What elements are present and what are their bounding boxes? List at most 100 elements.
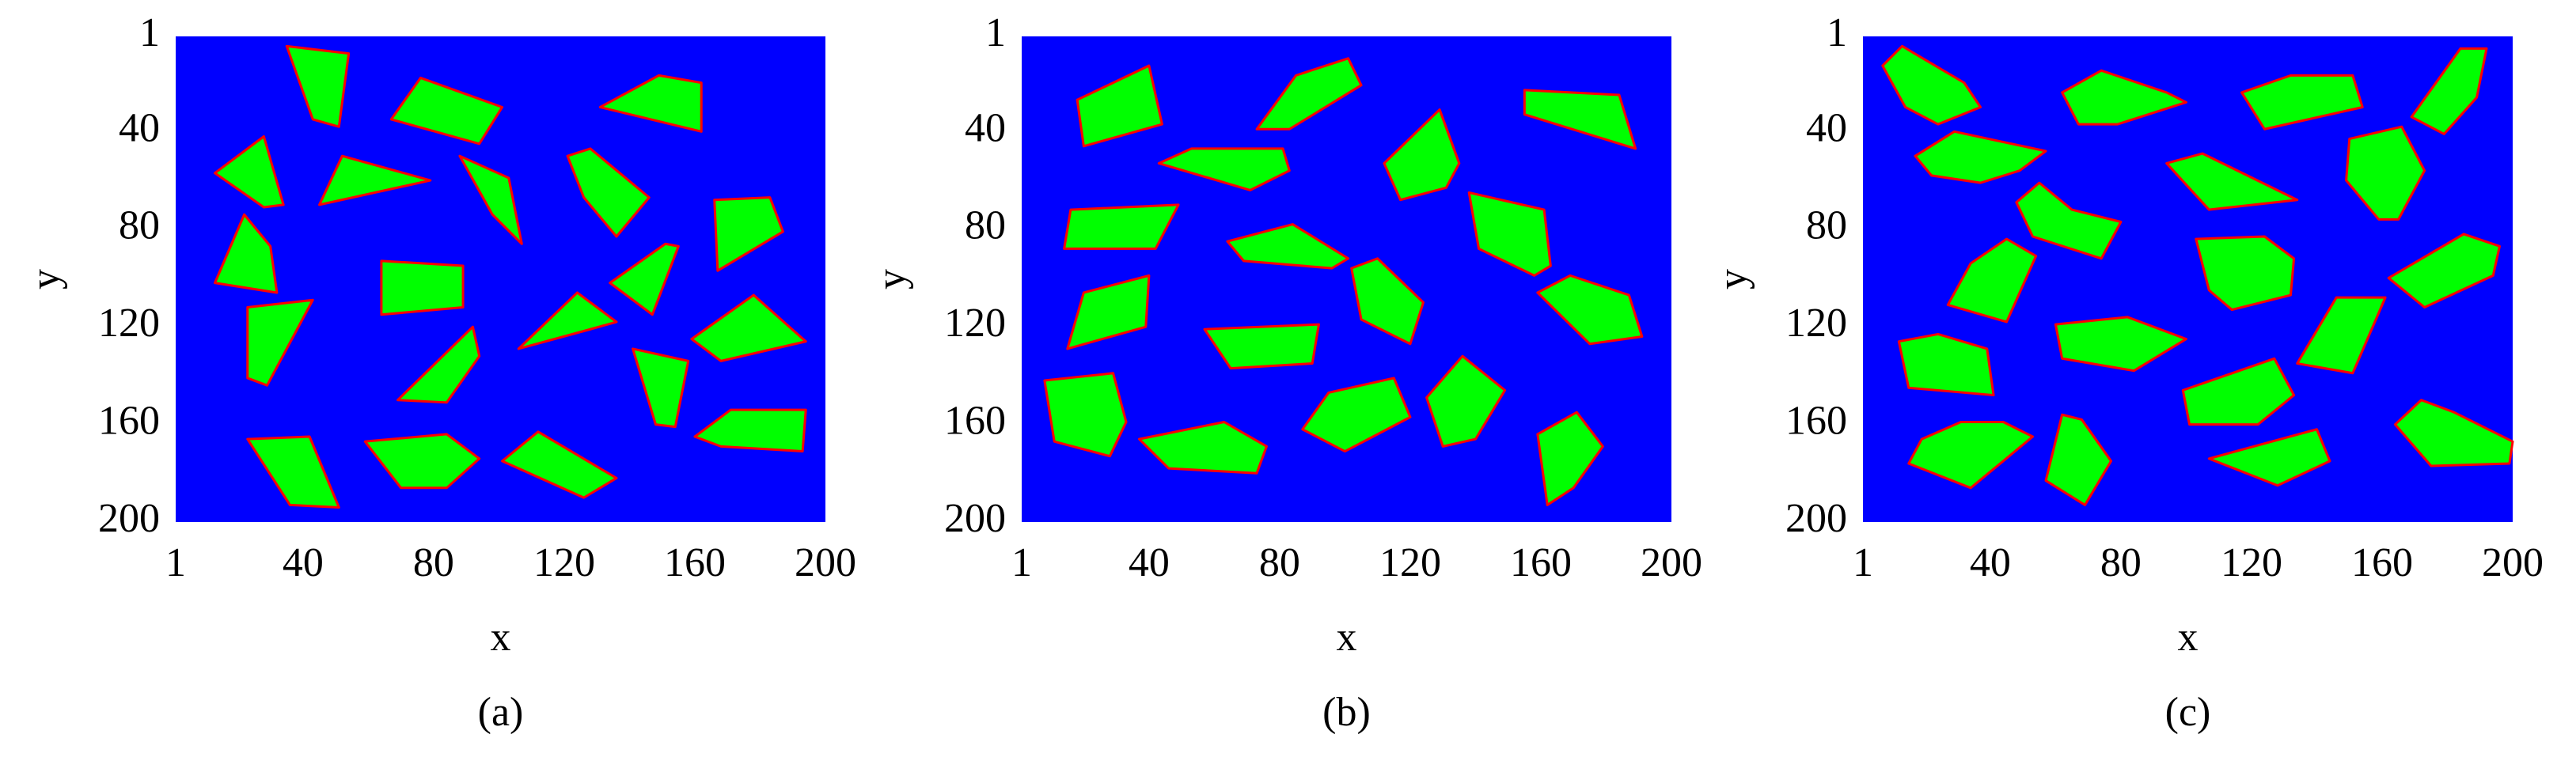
polygon <box>600 75 701 131</box>
y-tick-label: 120 <box>944 301 1006 346</box>
y-tick-label: 40 <box>965 105 1006 150</box>
polygon <box>2297 297 2385 373</box>
polygon <box>2242 75 2363 129</box>
polygon <box>2183 358 2293 424</box>
x-axis-label: x <box>1337 615 1357 660</box>
polygon <box>1257 59 1361 129</box>
x-tick-label: 120 <box>533 540 595 585</box>
y-tick-label: 200 <box>1785 496 1847 541</box>
y-tick-label: 80 <box>965 203 1006 248</box>
y-tick-label: 1 <box>1827 10 1847 55</box>
polygon <box>1915 131 2046 183</box>
polygon <box>215 137 284 207</box>
caption: (b) <box>1322 690 1371 735</box>
y-tick-label: 160 <box>98 399 160 444</box>
polygon <box>2046 414 2111 505</box>
polygon <box>1909 422 2033 487</box>
polygon <box>1883 46 1981 124</box>
polygon <box>381 261 463 315</box>
y-tick-label: 200 <box>944 496 1006 541</box>
polygon <box>1469 192 1550 275</box>
y-tick-label: 40 <box>1806 105 1847 150</box>
polygon <box>1227 225 1349 269</box>
polygon <box>248 300 313 385</box>
x-tick-label: 40 <box>283 540 324 585</box>
polygon <box>2395 400 2513 466</box>
polygon <box>715 198 783 271</box>
polygon <box>1159 149 1289 190</box>
polygon <box>1352 259 1424 344</box>
x-tick-label: 1 <box>1011 540 1032 585</box>
polygon <box>2055 317 2186 371</box>
polygons <box>1883 46 2513 505</box>
x-tick-label: 120 <box>1379 540 1441 585</box>
polygon <box>1068 275 1149 349</box>
x-tick-label: 1 <box>1853 540 1873 585</box>
polygon <box>320 156 431 205</box>
polygon <box>1045 373 1126 456</box>
x-tick-label: 200 <box>2482 540 2544 585</box>
polygon <box>2209 430 2330 486</box>
polygon <box>610 244 679 314</box>
x-tick-label: 80 <box>1259 540 1300 585</box>
caption: (c) <box>2165 690 2211 735</box>
polygons <box>215 46 806 507</box>
x-tick-label: 200 <box>795 540 856 585</box>
y-tick-label: 120 <box>98 301 160 346</box>
polygon <box>2346 127 2425 219</box>
polygon <box>248 437 340 507</box>
polygon <box>1140 422 1267 473</box>
polygon <box>1303 378 1410 452</box>
polygon <box>1427 356 1505 446</box>
x-tick-label: 1 <box>165 540 186 585</box>
y-tick-label: 40 <box>119 105 160 150</box>
y-tick-label: 200 <box>98 496 160 541</box>
polygon <box>2411 48 2487 134</box>
x-tick-label: 120 <box>2221 540 2282 585</box>
y-axis-label: y <box>23 269 68 290</box>
y-tick-label: 80 <box>119 203 160 248</box>
polygon <box>1064 205 1178 249</box>
polygon <box>391 78 502 143</box>
polygon <box>2167 153 2297 210</box>
x-tick-label: 160 <box>664 540 726 585</box>
polygon <box>695 410 806 451</box>
y-tick-label: 160 <box>944 399 1006 444</box>
x-tick-label: 80 <box>2100 540 2142 585</box>
x-tick-label: 200 <box>1641 540 1702 585</box>
polygon <box>2196 237 2294 310</box>
x-tick-label: 160 <box>2351 540 2413 585</box>
polygon <box>1384 110 1459 200</box>
polygon <box>1538 275 1642 343</box>
polygon <box>1948 239 2035 322</box>
y-tick-label: 160 <box>1785 399 1847 444</box>
x-tick-label: 40 <box>1970 540 2011 585</box>
polygon <box>1205 324 1318 369</box>
polygon <box>567 149 649 237</box>
y-axis-label: y <box>869 269 914 290</box>
polygon <box>1899 334 1994 395</box>
polygons <box>1045 59 1642 505</box>
polygon <box>2388 234 2499 308</box>
polygon <box>692 295 806 361</box>
polygon <box>2016 183 2121 259</box>
polygon <box>286 46 348 127</box>
y-axis-label: y <box>1710 269 1755 290</box>
polygon <box>1077 66 1162 146</box>
polygon <box>215 214 277 293</box>
polygon <box>518 293 616 349</box>
x-tick-label: 80 <box>413 540 454 585</box>
x-axis-label: x <box>2178 615 2199 660</box>
polygon <box>398 327 480 403</box>
polygon <box>633 349 689 427</box>
polygon <box>1524 90 1635 149</box>
y-tick-label: 120 <box>1785 301 1847 346</box>
x-axis-label: x <box>491 615 511 660</box>
y-tick-label: 1 <box>985 10 1006 55</box>
polygon <box>460 156 522 244</box>
polygon <box>503 432 616 498</box>
polygon <box>1538 412 1603 505</box>
x-tick-label: 160 <box>1510 540 1572 585</box>
polygon <box>2062 70 2187 124</box>
